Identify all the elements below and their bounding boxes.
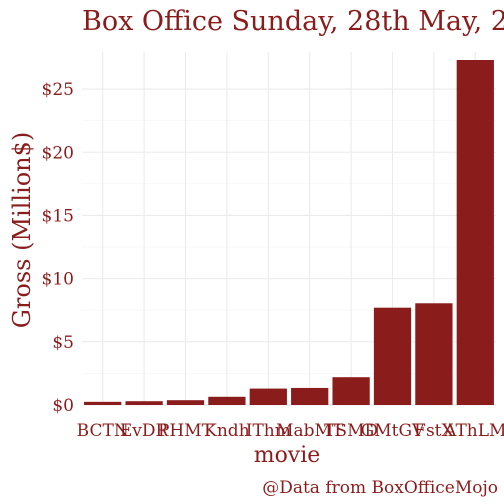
bar bbox=[208, 396, 246, 405]
y-tick-label: $5 bbox=[52, 333, 74, 353]
caption: @Data from BoxOfficeMojo bbox=[262, 478, 498, 498]
y-axis-title: Gross (Million$) bbox=[8, 132, 36, 329]
bar bbox=[332, 377, 370, 405]
x-tick-label: BCTN bbox=[77, 421, 129, 441]
y-tick-label: $15 bbox=[42, 206, 74, 226]
bar bbox=[456, 60, 494, 405]
y-tick-label: $0 bbox=[52, 396, 74, 416]
x-tick-label: Kndh bbox=[204, 421, 250, 441]
x-tick-label: MabMT bbox=[276, 421, 344, 441]
bar bbox=[415, 303, 453, 405]
bar bbox=[84, 401, 122, 405]
bar bbox=[249, 388, 287, 405]
x-tick-label: TSMD bbox=[324, 421, 378, 441]
bar bbox=[291, 387, 329, 405]
x-tick-label: EvDR bbox=[120, 421, 170, 441]
x-tick-label: PHMT bbox=[158, 421, 214, 441]
x-tick-label: FstX bbox=[414, 421, 454, 441]
bars bbox=[84, 60, 494, 405]
bar bbox=[373, 307, 412, 405]
bar bbox=[166, 400, 205, 405]
x-tick-label: IThm bbox=[246, 421, 291, 441]
x-axis-ticks: BCTNEvDRPHMTKndhIThmMabMTTSMDGMtGVFstXAT… bbox=[77, 421, 504, 441]
x-axis-title: movie bbox=[254, 443, 321, 468]
y-tick-label: $10 bbox=[42, 270, 74, 290]
y-axis-ticks: $0 $5 $10 $15 $20 $25 bbox=[42, 80, 74, 416]
y-tick-label: $25 bbox=[42, 80, 74, 100]
x-tick-label: AThLM bbox=[443, 421, 504, 441]
chart-title: Box Office Sunday, 28th May, 2 bbox=[82, 6, 504, 37]
bar bbox=[125, 401, 163, 405]
y-tick-label: $20 bbox=[42, 143, 74, 163]
x-tick-label: GMtGV bbox=[361, 421, 425, 441]
